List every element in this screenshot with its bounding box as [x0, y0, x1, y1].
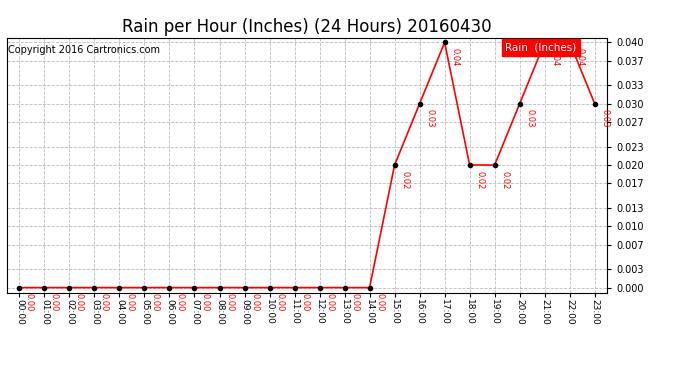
Text: 0.00: 0.00 — [300, 293, 309, 312]
Text: 0.00: 0.00 — [375, 293, 384, 312]
Text: 0.00: 0.00 — [175, 293, 184, 312]
Text: 0.00: 0.00 — [100, 293, 109, 312]
Text: 0.00: 0.00 — [225, 293, 234, 312]
Text: 0.00: 0.00 — [50, 293, 59, 312]
Text: Copyright 2016 Cartronics.com: Copyright 2016 Cartronics.com — [8, 45, 159, 55]
Text: 0.00: 0.00 — [150, 293, 159, 312]
Text: Rain  (Inches): Rain (Inches) — [505, 43, 576, 52]
Text: 0.03: 0.03 — [525, 109, 534, 128]
Text: 0.03: 0.03 — [425, 109, 434, 128]
Text: 0.00: 0.00 — [25, 293, 34, 312]
Text: 0.04: 0.04 — [550, 48, 559, 66]
Text: 0.00: 0.00 — [75, 293, 84, 312]
Text: 0.04: 0.04 — [450, 48, 459, 66]
Text: 0.00: 0.00 — [275, 293, 284, 312]
Text: 0.00: 0.00 — [125, 293, 134, 312]
Text: 0.04: 0.04 — [575, 48, 584, 66]
Text: 0.03: 0.03 — [600, 109, 609, 128]
Text: 0.00: 0.00 — [200, 293, 209, 312]
Text: 0.02: 0.02 — [475, 171, 484, 189]
Text: 0.00: 0.00 — [250, 293, 259, 312]
Title: Rain per Hour (Inches) (24 Hours) 20160430: Rain per Hour (Inches) (24 Hours) 201604… — [122, 18, 492, 36]
Text: 0.00: 0.00 — [325, 293, 334, 312]
Text: 0.02: 0.02 — [400, 171, 409, 189]
Text: 0.02: 0.02 — [500, 171, 509, 189]
Text: 0.00: 0.00 — [350, 293, 359, 312]
